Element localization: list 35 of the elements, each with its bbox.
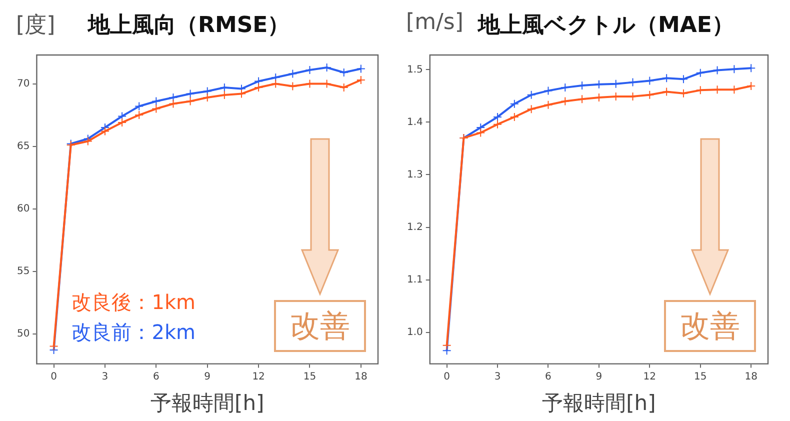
y-tick-label: 1.5 <box>406 64 423 76</box>
x-tick-label: 6 <box>152 371 160 382</box>
y-tick-label: 70 <box>16 78 30 90</box>
annotation: 改善 <box>274 300 366 352</box>
x-tick-label: 12 <box>252 371 265 382</box>
y-tick-label: 1.2 <box>406 222 423 233</box>
series-label: 改良前：2km <box>72 320 196 344</box>
x-axis-title: 予報時間[h] <box>542 390 656 415</box>
x-tick-label: 6 <box>545 371 552 382</box>
x-tick-label: 12 <box>643 371 656 382</box>
y-tick-label: 1.3 <box>406 169 423 180</box>
x-tick-label: 0 <box>50 371 57 382</box>
y-tick-label: 1.0 <box>406 326 423 338</box>
y-axis-title: [m/s] <box>406 10 464 35</box>
y-tick-label: 50 <box>16 328 30 340</box>
y-tick-label: 60 <box>16 203 30 214</box>
y-tick-label: 55 <box>16 266 30 277</box>
y-tick-label: 1.1 <box>406 274 423 286</box>
annotation: 改善 <box>664 300 756 352</box>
x-tick-label: 18 <box>744 371 758 382</box>
series-label: 改良後：1km <box>72 290 196 314</box>
x-tick-label: 15 <box>303 371 316 382</box>
chart-title: 地上風ベクトル（MAE） <box>478 12 734 40</box>
y-tick-label: 1.4 <box>406 116 423 128</box>
x-tick-label: 9 <box>204 371 211 382</box>
x-tick-label: 3 <box>102 371 108 382</box>
x-tick-label: 15 <box>694 371 707 382</box>
x-tick-label: 3 <box>494 371 501 382</box>
x-tick-label: 18 <box>354 371 368 382</box>
x-tick-label: 9 <box>596 371 602 382</box>
y-tick-label: 65 <box>16 140 30 152</box>
y-axis-title: [度] <box>16 12 56 40</box>
chart-title: 地上風向（RMSE） <box>88 12 290 40</box>
x-axis-title: 予報時間[h] <box>150 390 264 415</box>
x-tick-label: 0 <box>444 371 450 382</box>
